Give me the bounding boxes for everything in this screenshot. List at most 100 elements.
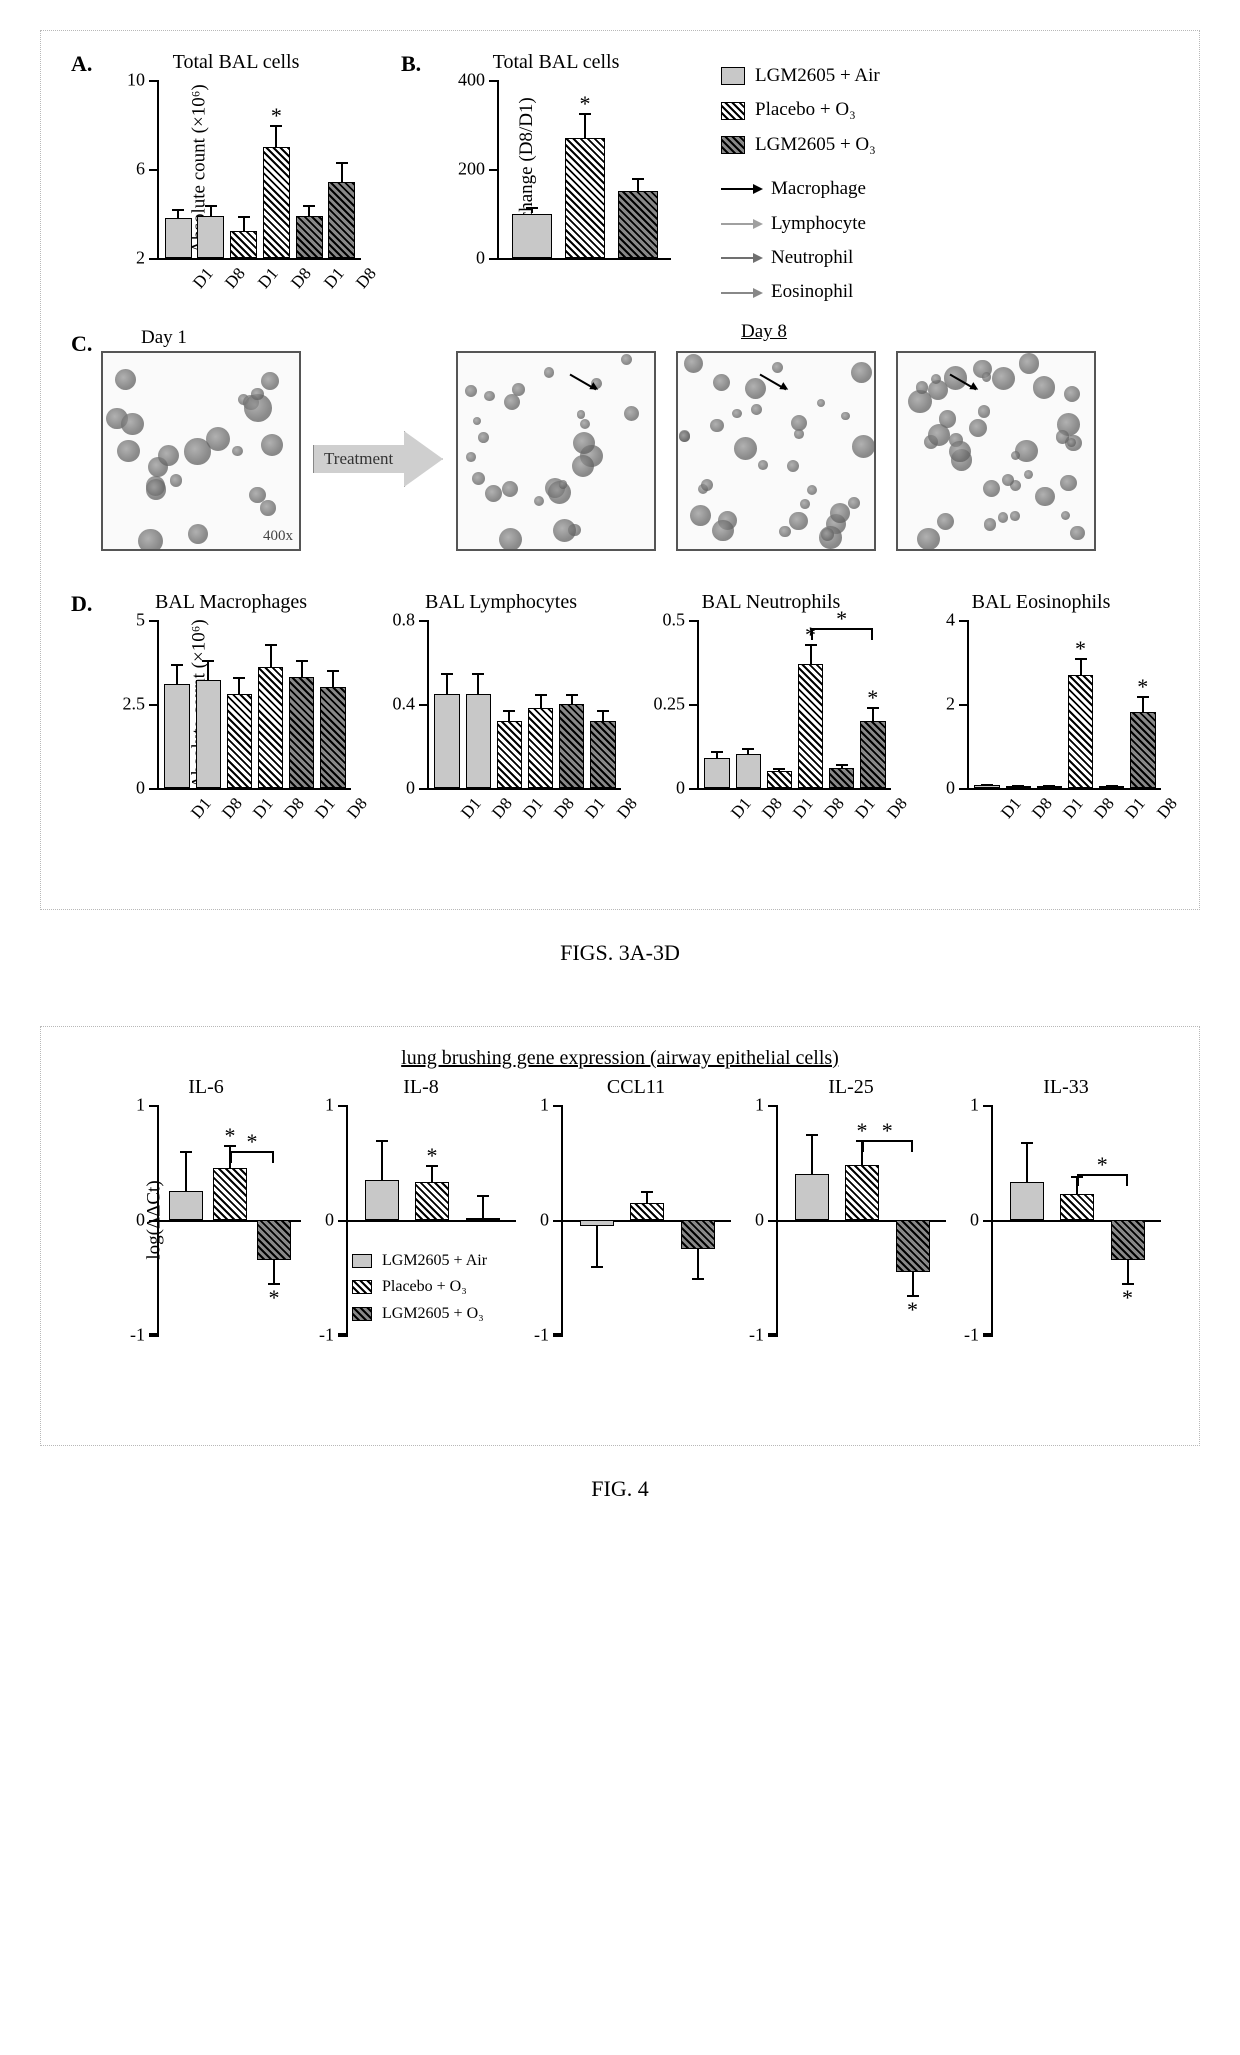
legend-arrow-entry: Neutrophil [721, 243, 880, 273]
x-tick-label: D1 [457, 794, 486, 823]
data-bar [1068, 675, 1094, 788]
x-tick-label: D1 [320, 264, 349, 293]
data-bar [165, 218, 192, 258]
data-bar [845, 1165, 879, 1220]
data-bar [528, 708, 554, 788]
micrograph-day8: LGM2605 + Air [456, 351, 656, 551]
fig3-row-d: D. BAL MacrophagesAbsolute count (×10⁶)D… [61, 591, 1179, 861]
data-bar [767, 771, 793, 788]
significance-star: * [1137, 674, 1148, 700]
chart-fig4-3: IL-25-101*** [756, 1076, 946, 1335]
legend-arrow-entry: Macrophage [721, 174, 880, 204]
data-bar [320, 687, 346, 788]
figure-3-panel: A. Total BAL cells Absolute count (×10⁶)… [40, 30, 1200, 910]
data-bar [466, 694, 492, 789]
data-bar [227, 694, 253, 788]
significance-star: * [836, 606, 847, 632]
data-bar [365, 1180, 399, 1220]
legend-entry: LGM2605 + O₃ [721, 130, 880, 160]
x-tick-label: D8 [343, 794, 372, 823]
data-bar [258, 667, 284, 788]
x-tick-label: D1 [519, 794, 548, 823]
treatment-arrow: Treatment [313, 431, 443, 487]
fig3-row-c: C. Day 1 400x Treatment Day 8 LGM2605 + … [61, 321, 1179, 581]
legend-entry: Placebo + O₃ [721, 95, 880, 125]
x-tick-label: D8 [221, 264, 250, 293]
data-bar [798, 664, 824, 788]
significance-star: * [882, 1118, 893, 1144]
chart-a-plot: Absolute count (×10⁶) D1D8D1D8D1D8 2610* [157, 80, 361, 260]
data-bar [197, 216, 224, 258]
data-bar [230, 231, 257, 258]
x-tick-label: D8 [613, 794, 642, 823]
fig4-caption: FIG. 4 [40, 1476, 1200, 1502]
legend-arrow-entry: Eosinophil [721, 277, 880, 307]
chart-title: CCL11 [541, 1076, 731, 1099]
chart-title: IL-8 [326, 1076, 516, 1099]
x-tick-label: D1 [851, 794, 880, 823]
chart-b-plot: % change (D8/D1) 0200400* [497, 80, 671, 260]
significance-star: * [907, 1297, 918, 1323]
data-bar [829, 768, 855, 788]
chart-d-3: BAL EosinophilsD1D8D1D8D1D8024** [921, 591, 1161, 790]
data-bar [1010, 1182, 1044, 1220]
x-tick-label: D8 [1153, 794, 1182, 823]
chart-title: BAL Lymphocytes [381, 591, 621, 614]
data-bar [434, 694, 460, 789]
arrow-icon [721, 257, 761, 259]
x-tick-label: D8 [883, 794, 912, 823]
data-bar [896, 1220, 930, 1272]
chart-a: Total BAL cells Absolute count (×10⁶) D1… [111, 51, 361, 260]
data-bar [497, 721, 523, 788]
x-tick-label: D1 [727, 794, 756, 823]
data-bar [415, 1182, 449, 1220]
legend-entry: LGM2605 + Air [721, 61, 880, 91]
chart-d-2: BAL NeutrophilsD1D8D1D8D1D800.250.5*** [651, 591, 891, 790]
micrograph-day1: 400x [101, 351, 301, 551]
arrow-icon [721, 188, 761, 190]
x-tick-label: D8 [352, 264, 381, 293]
data-bar [736, 754, 762, 788]
fig3-caption: FIGS. 3A-3D [40, 940, 1200, 966]
chart-title: IL-33 [971, 1076, 1161, 1099]
panel-letter-a: A. [71, 51, 92, 77]
arrow-icon [721, 292, 761, 294]
magnification-label: 400x [263, 528, 293, 545]
figure-4-panel: lung brushing gene expression (airway ep… [40, 1026, 1200, 1446]
day1-label: Day 1 [141, 327, 187, 349]
chart-a-title: Total BAL cells [111, 51, 361, 74]
fig4-charts-row: IL-6log(ΔΔCt)-101***IL-8-101*LGM2605 + A… [61, 1076, 1179, 1436]
x-tick-label: D8 [758, 794, 787, 823]
significance-star: * [580, 91, 591, 117]
data-bar [559, 704, 585, 788]
significance-star: * [1097, 1152, 1108, 1178]
x-tick-label: D8 [287, 264, 316, 293]
arrow-icon [721, 223, 761, 225]
legend-arrow-entry: Lymphocyte [721, 209, 880, 239]
chart-d-0: BAL MacrophagesAbsolute count (×10⁶)D1D8… [111, 591, 351, 790]
day8-label: Day 8 [741, 321, 787, 343]
data-bar [590, 721, 616, 788]
x-tick-label: D8 [488, 794, 517, 823]
significance-star: * [247, 1129, 258, 1155]
x-tick-label: D8 [820, 794, 849, 823]
data-bar [328, 182, 355, 258]
chart-fig4-0: IL-6log(ΔΔCt)-101*** [111, 1076, 301, 1335]
data-bar [296, 216, 323, 258]
chart-title: IL-25 [756, 1076, 946, 1099]
data-bar [618, 191, 658, 258]
figure-legend: LGM2605 + Air Placebo + O₃ LGM2605 + O₃ Ma… [721, 61, 880, 312]
micrograph-day8: LGM2605 + O₃ [896, 351, 1096, 551]
chart-title: BAL Macrophages [111, 591, 351, 614]
data-bar [795, 1174, 829, 1220]
data-bar [1111, 1220, 1145, 1260]
data-bar [860, 721, 886, 788]
panel-letter-c: C. [71, 331, 92, 357]
significance-star: * [271, 103, 282, 129]
chart-d-1: BAL LymphocytesD1D8D1D8D1D800.40.8 [381, 591, 621, 790]
chart-title: BAL Eosinophils [921, 591, 1161, 614]
data-bar [466, 1218, 500, 1220]
data-bar [289, 677, 315, 788]
x-tick-label: D8 [280, 794, 309, 823]
x-tick-label: D1 [789, 794, 818, 823]
